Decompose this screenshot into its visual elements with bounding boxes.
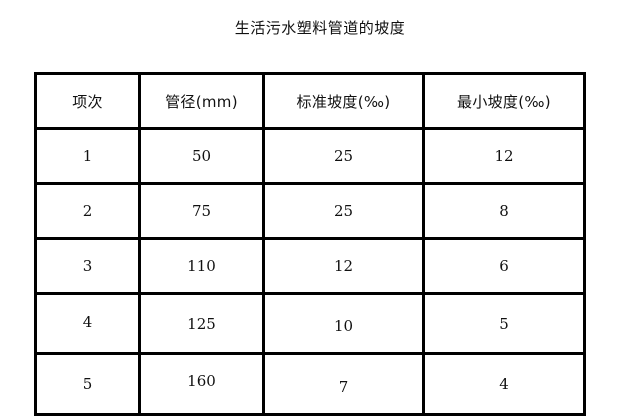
column-header-minimum-slope: 最小坡度(‰) <box>422 72 586 130</box>
table-row: 5 160 7 4 <box>34 352 586 416</box>
table-row: 1 50 25 12 <box>34 127 586 185</box>
table-row: 2 75 25 8 <box>34 182 586 240</box>
cell-minimum-slope: 8 <box>422 182 586 240</box>
cell-standard-slope: 12 <box>262 237 425 295</box>
cell-index: 1 <box>34 127 141 185</box>
cell-pipe-diameter: 75 <box>138 182 265 240</box>
pipe-slope-table: 项次 管径(mm) 标准坡度(‰) 最小坡度(‰) 1 50 25 12 2 7… <box>34 72 586 416</box>
cell-pipe-diameter: 160 <box>138 352 265 416</box>
column-header-standard-slope: 标准坡度(‰) <box>262 72 425 130</box>
cell-standard-slope: 25 <box>262 127 425 185</box>
cell-pipe-diameter: 50 <box>138 127 265 185</box>
table-row: 3 110 12 6 <box>34 237 586 295</box>
cell-standard-slope: 10 <box>262 292 425 355</box>
table-header-row: 项次 管径(mm) 标准坡度(‰) 最小坡度(‰) <box>34 72 586 130</box>
cell-pipe-diameter: 125 <box>138 292 265 355</box>
cell-pipe-diameter: 110 <box>138 237 265 295</box>
cell-index: 3 <box>34 237 141 295</box>
page-title: 生活污水塑料管道的坡度 <box>234 19 406 37</box>
column-header-pipe-diameter: 管径(mm) <box>138 72 265 130</box>
cell-standard-slope: 25 <box>262 182 425 240</box>
cell-index: 2 <box>34 182 141 240</box>
slope-table-container: 项次 管径(mm) 标准坡度(‰) 最小坡度(‰) 1 50 25 12 2 7… <box>34 72 586 416</box>
cell-minimum-slope: 6 <box>422 237 586 295</box>
cell-index: 4 <box>34 292 141 355</box>
cell-minimum-slope: 12 <box>422 127 586 185</box>
cell-minimum-slope: 4 <box>422 352 586 416</box>
table-row: 4 125 10 5 <box>34 292 586 355</box>
column-header-index: 项次 <box>34 72 141 130</box>
cell-standard-slope: 7 <box>262 352 425 416</box>
cell-index: 5 <box>34 352 141 416</box>
cell-minimum-slope: 5 <box>422 292 586 355</box>
